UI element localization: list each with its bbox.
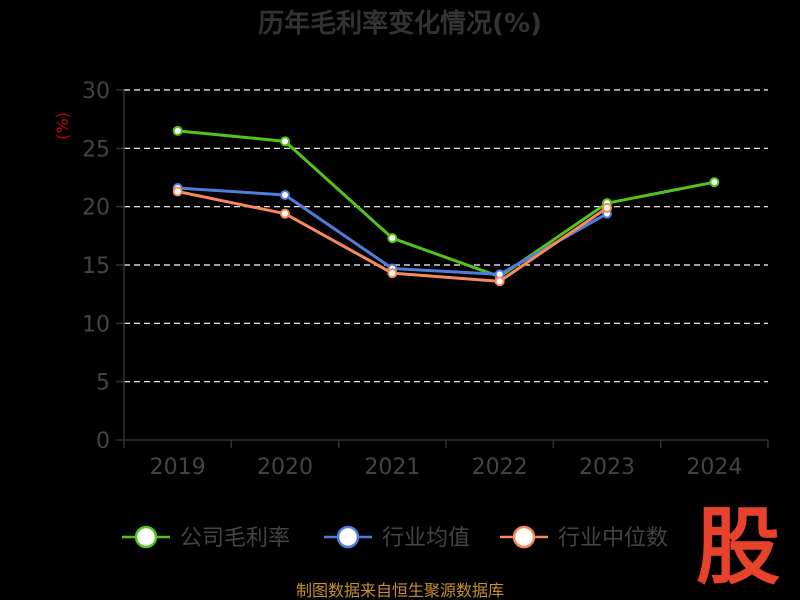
y-tick-label: 0 [96, 429, 110, 454]
data-point [280, 208, 290, 219]
legend-label: 行业均值 [382, 526, 470, 551]
legend-marker [336, 525, 360, 549]
series-line [177, 186, 608, 276]
legend: 公司毛利率 行业均值 行业中位数 [122, 525, 668, 551]
x-tick-label: 2023 [579, 455, 635, 480]
legend-label: 公司毛利率 [180, 526, 290, 551]
y-tick-label: 30 [82, 79, 110, 104]
y-axis-unit: (%) [53, 112, 72, 140]
legend-marker [134, 525, 158, 549]
legend-label: 行业中位数 [558, 526, 668, 551]
y-tick-label: 20 [82, 196, 110, 221]
series-2 [172, 186, 612, 287]
data-point [387, 233, 398, 244]
x-tick-label: 2020 [257, 455, 313, 480]
chart-title: 历年毛利率变化情况(%) [258, 8, 542, 39]
data-source-note: 制图数据来自恒生聚源数据库 [296, 581, 504, 600]
series-line [177, 129, 715, 279]
brand-logo: 股 [696, 498, 780, 596]
y-tick-label: 25 [82, 137, 110, 162]
series-1 [172, 183, 612, 280]
x-tick-label: 2019 [150, 455, 206, 480]
data-point [172, 125, 183, 136]
x-tick-label: 2024 [686, 455, 742, 480]
axes: 0 5 10 15 20 25 30 2019 2020 2021 2022 2023 2024 [82, 79, 769, 480]
y-tick-label: 5 [96, 371, 110, 396]
data-point [172, 186, 183, 197]
data-point [280, 190, 290, 200]
legend-item: 行业中位数 [500, 525, 668, 551]
legend-marker [512, 525, 536, 549]
x-tick-label: 2021 [364, 455, 420, 480]
legend-item: 行业均值 [324, 525, 470, 551]
series-group [172, 125, 720, 287]
x-tick-label: 2022 [472, 455, 528, 480]
data-point [709, 177, 720, 188]
data-point [494, 276, 505, 287]
data-point [387, 268, 398, 279]
y-tick-label: 15 [82, 254, 110, 279]
legend-item: 公司毛利率 [122, 525, 290, 551]
y-tick-label: 10 [82, 312, 110, 337]
data-point [280, 136, 290, 147]
data-point [602, 202, 612, 213]
series-0 [172, 125, 720, 282]
gridlines [124, 89, 768, 383]
